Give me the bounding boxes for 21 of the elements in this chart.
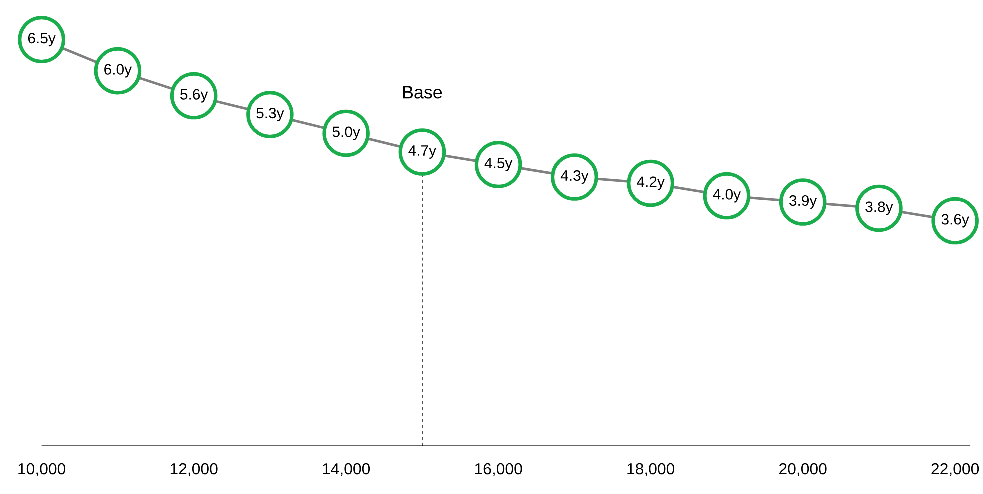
x-tick-label: 20,000 (780, 464, 827, 477)
x-tick-label: 10,000 (18, 464, 66, 477)
x-tick-label: 16,000 (475, 464, 522, 477)
x-tick-label: 12,000 (170, 464, 218, 477)
data-label: 6.5y (28, 33, 56, 47)
ref-line-label: Base (403, 86, 442, 99)
x-tick-label: 22,000 (932, 464, 980, 477)
data-label: 5.3y (256, 108, 284, 122)
data-label: 3.6y (942, 214, 970, 228)
data-label: 3.9y (790, 196, 818, 210)
data-label: 4.5y (484, 158, 513, 172)
data-label: 3.8y (866, 202, 894, 216)
data-label: 4.2y (637, 176, 665, 190)
x-tick-label: 14,000 (323, 464, 370, 477)
data-label: 4.7y (408, 146, 437, 160)
data-label: 4.3y (560, 170, 589, 184)
data-label: 4.0y (713, 189, 742, 203)
data-label: 5.0y (332, 126, 360, 140)
x-tick-label: 18,000 (628, 464, 675, 477)
data-label: 6.0y (104, 64, 132, 78)
data-label: 5.6y (180, 89, 208, 103)
